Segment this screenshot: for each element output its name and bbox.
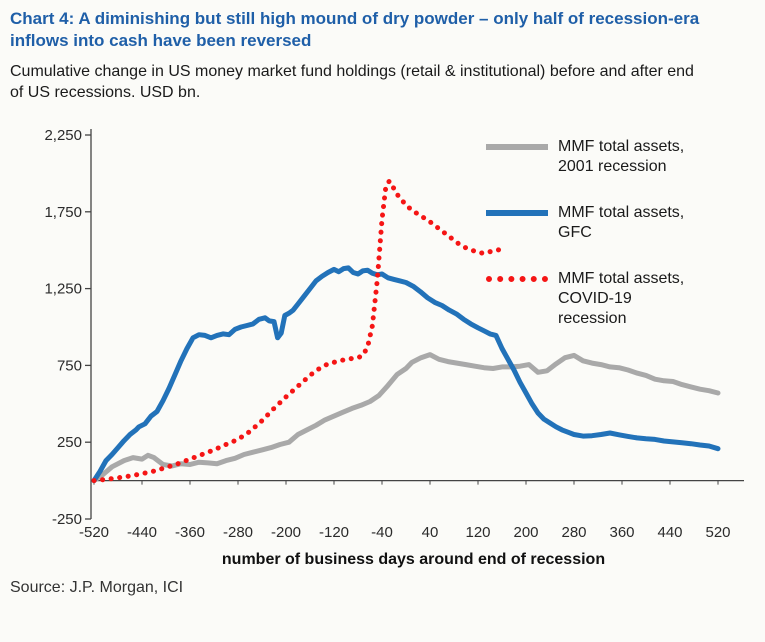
chart-title: Chart 4: A diminishing but still high mo… (10, 9, 700, 51)
x-tick-label: -280 (223, 524, 253, 541)
x-tick-label: -440 (127, 524, 157, 541)
series-line-covid-19-recession (91, 178, 505, 484)
legend-label-line: 2001 recession (558, 158, 667, 176)
x-tick-label: -520 (79, 524, 109, 541)
legend-label-line: COVID-19 (558, 290, 632, 308)
series-line-2001-recession (91, 352, 721, 484)
legend-label-line: MMF total assets, (558, 138, 685, 156)
x-tick-label: -120 (319, 524, 349, 541)
chart: -250 250 750 1,250 1,750 2,250 -520 -440 -360 -28… (2, 117, 757, 549)
legend-swatch-2001-line (486, 144, 548, 151)
legend-label-2001: MMF total assets, 2001 recession (558, 137, 684, 177)
source-note: Source: J.P. Morgan, ICI (10, 579, 184, 597)
x-tick-label: -40 (371, 524, 393, 541)
x-tick-label: -200 (271, 524, 301, 541)
legend-label-gfc: MMF total assets, GFC (558, 203, 684, 243)
x-tick-label: 360 (609, 524, 634, 541)
legend-label-line: MMF total assets, (558, 204, 685, 222)
x-tick-label: 520 (705, 524, 730, 541)
x-axis-title: number of business days around end of re… (221, 551, 606, 569)
y-tick-label: 2,250 (44, 127, 82, 144)
legend-label-covid: MMF total assets, COVID-19 recession (558, 269, 684, 329)
axes: -250 250 750 1,250 1,750 2,250 -520 -440 -360 -28… (44, 127, 744, 541)
x-tick-label: 200 (513, 524, 538, 541)
legend-item-2001: MMF total assets, 2001 recession (486, 137, 754, 177)
legend-swatch-covid-dotted-line (486, 276, 548, 283)
legend-item-gfc: MMF total assets, GFC (486, 203, 754, 243)
legend-swatch-gfc-line (486, 210, 548, 217)
x-tick-label: 120 (465, 524, 490, 541)
y-tick-label: 1,750 (44, 204, 82, 221)
page: Chart 4: A diminishing but still high mo… (2, 9, 757, 597)
y-tick-label: 750 (57, 357, 82, 374)
x-tick-label: -360 (175, 524, 205, 541)
x-tick-label: 40 (422, 524, 439, 541)
x-tick-label: 440 (657, 524, 682, 541)
chart-canvas: -250 250 750 1,250 1,750 2,250 -520 -440 -360 -28… (44, 127, 744, 541)
series-line-gfc (91, 265, 721, 484)
legend-label-line: GFC (558, 224, 592, 242)
legend-label-line: MMF total assets, (558, 270, 685, 288)
legend-label-line: recession (558, 310, 627, 328)
legend: MMF total assets, 2001 recession MMF tot… (486, 137, 754, 355)
legend-item-covid: MMF total assets, COVID-19 recession (486, 269, 754, 329)
y-tick-label: 250 (57, 434, 82, 451)
chart-subtitle: Cumulative change in US money market fun… (10, 62, 694, 101)
y-tick-label: 1,250 (44, 281, 82, 298)
y-tick-label: -250 (52, 511, 82, 528)
x-tick-label: 280 (561, 524, 586, 541)
